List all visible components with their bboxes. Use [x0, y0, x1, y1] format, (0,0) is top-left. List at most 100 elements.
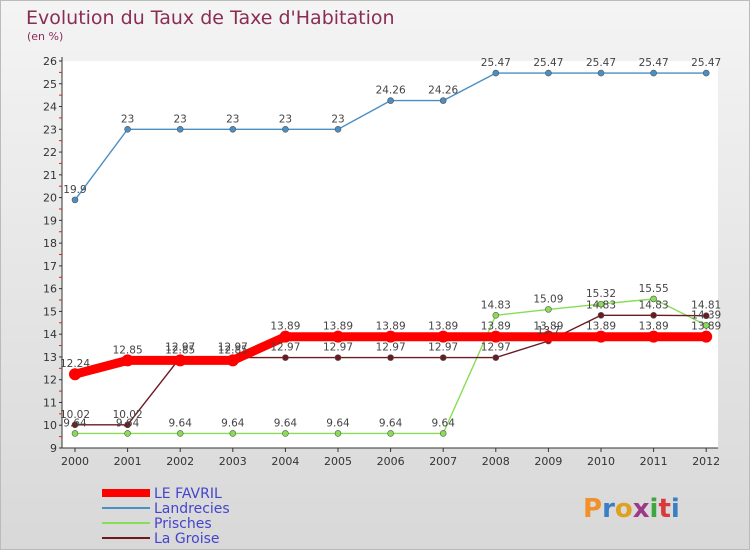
legend-label: Landrecies — [154, 501, 230, 517]
logo-letter: i — [650, 494, 659, 524]
data-point — [124, 430, 131, 437]
data-label: 10.02 — [113, 409, 143, 421]
y-tick-label: 22 — [43, 146, 57, 159]
data-label: 9.64 — [326, 417, 350, 429]
data-point — [702, 312, 710, 320]
y-tick-label: 10 — [43, 419, 57, 432]
data-point — [71, 421, 79, 429]
y-tick-label: 25 — [43, 78, 57, 91]
data-label: 15.32 — [586, 288, 616, 300]
data-label: 12.97 — [428, 342, 458, 354]
data-label: 12.97 — [218, 342, 248, 354]
x-tick-label: 2001 — [114, 455, 142, 468]
data-point — [334, 125, 342, 133]
data-point — [702, 69, 710, 77]
data-label: 9.64 — [63, 417, 87, 429]
data-label: 13.89 — [323, 321, 353, 333]
data-point — [492, 69, 500, 77]
data-point — [71, 430, 79, 437]
x-tick-label: 2012 — [692, 455, 720, 468]
logo-letter: x — [633, 494, 650, 524]
data-label: 15.09 — [533, 293, 563, 305]
data-point — [439, 354, 447, 361]
axes — [61, 57, 718, 449]
data-label: 9.64 — [116, 417, 140, 429]
x-tick-label: 2003 — [219, 455, 247, 468]
data-label: 12.97 — [270, 342, 300, 354]
data-labels: 19.9 23 23 23 23 23 24.26 24.26 25.47 25.47 25.47 2… — [60, 57, 721, 429]
data-label: 14.83 — [639, 299, 669, 311]
data-label: 9.64 — [221, 417, 245, 429]
data-label: 19.9 — [63, 184, 86, 196]
data-point — [650, 69, 657, 77]
data-point — [176, 125, 184, 133]
data-label: 12.97 — [165, 342, 195, 354]
data-point — [282, 430, 289, 437]
chart-title: Evolution du Taux de Taxe d'Habitation — [26, 7, 395, 29]
data-label: 13.89 — [376, 321, 406, 333]
chart-subtitle: (en %) — [27, 30, 63, 43]
legend-label: LE FAVRIL — [154, 486, 222, 502]
data-label: 12.85 — [113, 344, 143, 356]
y-tick-label: 24 — [43, 101, 57, 114]
data-point — [69, 368, 81, 381]
data-label: 23 — [226, 113, 239, 125]
x-tick-label: 2007 — [429, 455, 457, 468]
data-label: 25.47 — [533, 57, 563, 69]
data-point — [334, 354, 342, 361]
logo-letter: P — [583, 494, 602, 524]
x-ticks: 2000 2001 2002 2003 2004 2005 2006 2007 2008 2009… — [61, 448, 720, 468]
proxiti-logo: Proxiti — [583, 494, 680, 524]
data-point — [279, 330, 292, 343]
series-points — [69, 69, 713, 437]
x-tick-label: 2005 — [324, 455, 352, 468]
data-label: 15.55 — [639, 283, 669, 295]
x-tick-label: 2010 — [587, 455, 615, 468]
data-point — [226, 354, 239, 367]
logo-letter: t — [658, 494, 670, 524]
data-point — [597, 311, 605, 319]
logo-letter: o — [615, 494, 633, 524]
data-label: 12.97 — [323, 342, 353, 354]
y-tick-label: 15 — [43, 305, 57, 318]
data-point — [387, 354, 394, 361]
data-point — [124, 421, 131, 429]
data-label: 25.47 — [586, 57, 616, 69]
data-point — [387, 430, 394, 437]
data-label: 23 — [331, 113, 344, 125]
logo-letter: i — [671, 494, 680, 524]
data-point — [439, 430, 447, 437]
data-point — [229, 430, 237, 437]
y-tick-label: 17 — [43, 260, 57, 273]
x-tick-label: 2008 — [482, 455, 510, 468]
data-label: 23 — [279, 113, 292, 125]
data-point — [492, 354, 500, 361]
y-tick-label: 9 — [50, 442, 57, 455]
data-label: 9.64 — [169, 417, 193, 429]
x-tick-label: 2009 — [534, 455, 562, 468]
data-point — [597, 300, 605, 308]
data-label: 13.89 — [533, 321, 563, 333]
y-tick-label: 18 — [43, 237, 57, 250]
y-tick-label: 21 — [43, 169, 57, 182]
y-tick-label: 19 — [43, 214, 57, 227]
x-tick-label: 2011 — [640, 455, 668, 468]
data-label: 12.85 — [165, 344, 195, 356]
data-label: 13.7 — [537, 325, 560, 337]
data-point — [702, 321, 710, 329]
data-point — [437, 330, 450, 343]
x-tick-label: 2000 — [61, 455, 89, 468]
data-label: 9.64 — [432, 417, 456, 429]
data-point — [492, 311, 500, 319]
data-label: 25.47 — [481, 57, 511, 69]
data-point — [542, 330, 555, 343]
data-point — [439, 97, 447, 104]
data-point — [650, 295, 657, 303]
logo-text: Proxiti — [583, 494, 680, 524]
data-label: 23 — [174, 113, 187, 125]
data-point — [229, 125, 237, 133]
data-label: 9.64 — [379, 417, 403, 429]
